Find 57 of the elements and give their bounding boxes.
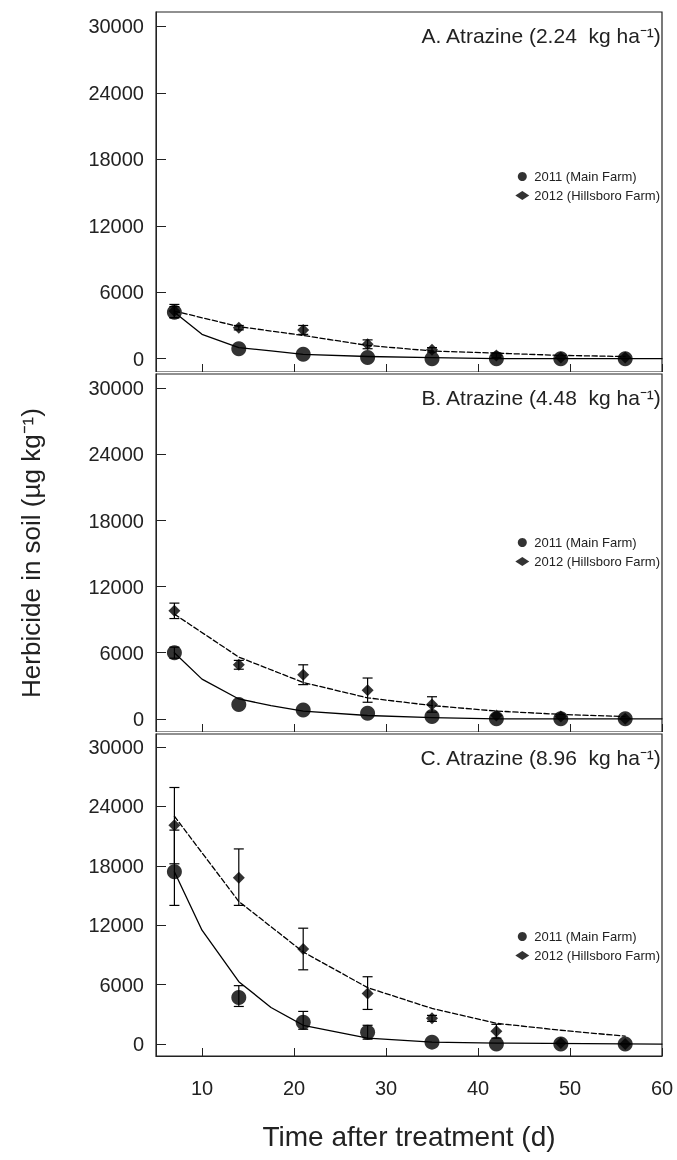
point <box>360 350 376 366</box>
point <box>231 990 247 1006</box>
y-tick-label: 18000 <box>88 148 144 171</box>
point <box>295 1014 311 1030</box>
legend-label: 2011 (Main Farm) <box>534 169 637 184</box>
y-axis-title: Herbicide in soil (µg kg⁻¹) <box>16 408 46 698</box>
y-tick-label: 24000 <box>88 81 144 104</box>
x-tick-label: 50 <box>558 1077 582 1099</box>
legend-label: 2012 (Hillsboro Farm) <box>534 948 660 963</box>
point <box>360 705 376 721</box>
legend-label: 2012 (Hillsboro Farm) <box>534 554 660 569</box>
x-tick-label: 10 <box>190 1077 214 1099</box>
y-tick-label: 6000 <box>99 281 144 304</box>
x-tick-label: 20 <box>282 1077 306 1099</box>
point <box>361 684 374 697</box>
y-tick-label: 30000 <box>88 377 144 400</box>
point <box>231 696 247 712</box>
point <box>232 871 245 884</box>
y-tick-label: 24000 <box>88 795 144 818</box>
point <box>424 351 440 367</box>
y-tick-label: 30000 <box>88 15 144 38</box>
y-tick-label: 6000 <box>99 641 144 664</box>
y-tick-label: 18000 <box>88 854 144 877</box>
y-tick-label: 0 <box>132 1033 144 1056</box>
legend-label: 2011 (Main Farm) <box>534 535 637 550</box>
y-tick-label: 0 <box>132 347 144 370</box>
x-tick-label: 60 <box>650 1077 674 1099</box>
point <box>488 1036 504 1052</box>
point <box>297 668 310 681</box>
x-axis-title: Time after treatment (d) <box>262 1120 556 1152</box>
legend-label: 2011 (Main Farm) <box>534 929 637 944</box>
legend-label: 2012 (Hillsboro Farm) <box>534 188 660 203</box>
point <box>295 702 311 718</box>
point <box>361 987 374 1000</box>
y-tick-label: 0 <box>132 707 144 730</box>
y-tick-label: 18000 <box>88 509 144 532</box>
x-tick-label: 40 <box>466 1077 490 1099</box>
point <box>231 341 247 357</box>
point <box>166 864 182 880</box>
y-tick-label: 6000 <box>99 973 144 996</box>
text: B. Atrazine (4.48 kg ha⁻¹) <box>421 386 661 409</box>
point <box>424 1034 440 1050</box>
point <box>426 343 438 356</box>
point <box>297 943 310 955</box>
text: C. Atrazine (8.96 kg ha⁻¹) <box>420 746 661 769</box>
y-tick-label: 12000 <box>88 914 144 937</box>
text: A. Atrazine (2.24 kg ha⁻¹) <box>421 24 661 47</box>
x-tick-label: 30 <box>374 1077 398 1099</box>
point <box>554 710 567 723</box>
y-tick-label: 12000 <box>88 214 144 237</box>
y-tick-label: 24000 <box>88 443 144 466</box>
point <box>424 709 440 725</box>
y-tick-label: 12000 <box>88 575 144 598</box>
y-tick-label: 30000 <box>88 735 144 758</box>
point <box>490 709 503 722</box>
point <box>168 819 181 832</box>
point <box>295 346 311 362</box>
